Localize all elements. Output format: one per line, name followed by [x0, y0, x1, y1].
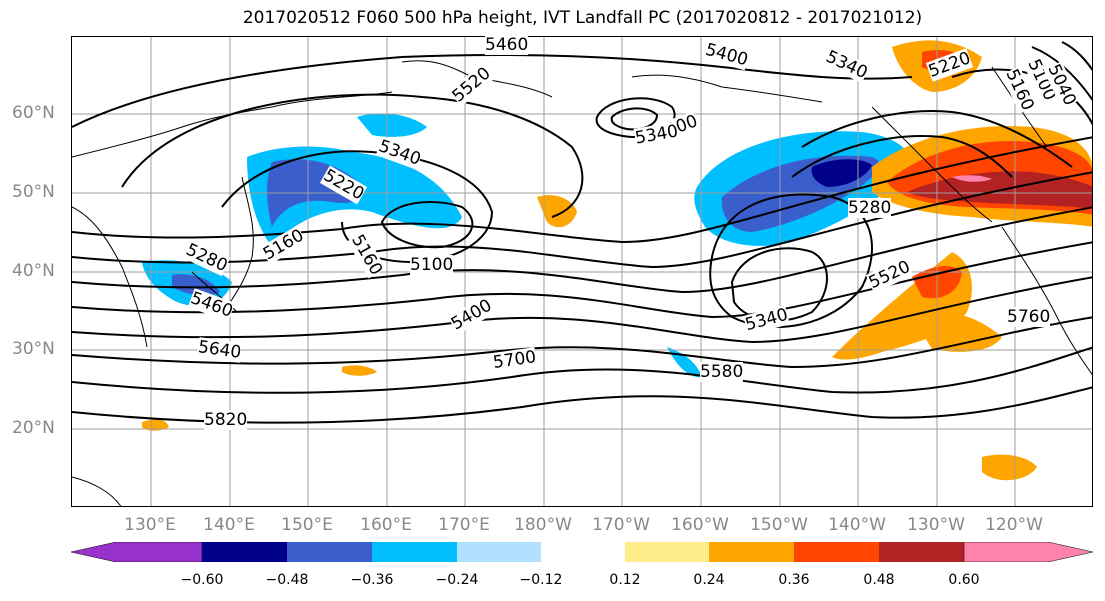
longitude-label: 140°E	[203, 515, 255, 535]
contour-label: 5280	[848, 198, 892, 218]
colorbar	[71, 542, 1093, 562]
colorbar-tick-label: 0.48	[863, 572, 895, 588]
longitude-label: 140°W	[828, 515, 886, 535]
contour-label: 5580	[700, 362, 744, 382]
contour-label: 5760	[1007, 307, 1051, 327]
map-panel	[71, 36, 1093, 507]
colorbar-tick-label: −0.36	[350, 572, 394, 588]
colorbar-tick-label: −0.48	[265, 572, 309, 588]
colorbar-tick-label: 0.60	[948, 572, 980, 588]
colorbar-tick-label: 0.36	[778, 572, 810, 588]
longitude-label: 180°W	[514, 515, 572, 535]
grid-lines	[72, 37, 1092, 506]
longitude-label: 160°E	[360, 515, 412, 535]
contour-label: 5460	[485, 35, 529, 55]
longitude-label: 130°E	[124, 515, 176, 535]
colorbar-tick-label: 0.12	[609, 572, 641, 588]
latitude-label: 40°N	[12, 261, 55, 281]
contour-label: 5100	[410, 255, 454, 275]
colorbar-tick-label: −0.60	[180, 572, 224, 588]
latitude-label: 20°N	[12, 418, 55, 438]
longitude-label: 170°W	[592, 515, 650, 535]
colorbar-tick-label: −0.12	[519, 572, 563, 588]
colorbar-tick-label: −0.24	[435, 572, 479, 588]
height-contours	[72, 41, 1092, 424]
latitude-label: 60°N	[12, 103, 55, 123]
colorbar-tick-label: 0.24	[693, 572, 725, 588]
longitude-label: 160°W	[671, 515, 729, 535]
latitude-label: 30°N	[12, 339, 55, 359]
longitude-label: 120°W	[985, 515, 1043, 535]
longitude-label: 150°W	[750, 515, 808, 535]
longitude-label: 150°E	[281, 515, 333, 535]
figure-title: 2017020512 F060 500 hPa height, IVT Land…	[242, 8, 923, 28]
map-canvas	[72, 37, 1092, 506]
coastlines	[72, 60, 1092, 506]
longitude-label: 170°E	[438, 515, 490, 535]
contour-label: 5820	[204, 410, 248, 430]
latitude-label: 50°N	[12, 182, 55, 202]
longitude-label: 130°W	[907, 515, 965, 535]
